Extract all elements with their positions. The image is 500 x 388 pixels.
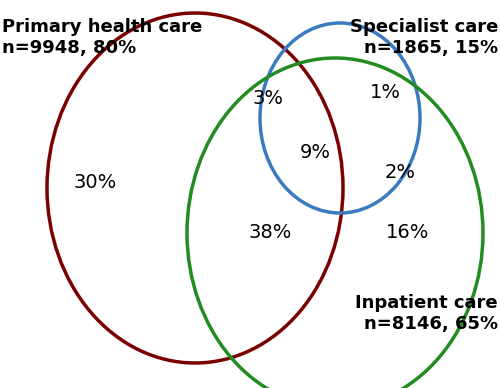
Text: Specialist care
n=1865, 15%: Specialist care n=1865, 15% (350, 18, 498, 57)
Text: 9%: 9% (300, 144, 330, 163)
Text: Primary health care
n=9948, 80%: Primary health care n=9948, 80% (2, 18, 202, 57)
Text: 16%: 16% (386, 223, 430, 242)
Text: 30%: 30% (74, 173, 116, 192)
Text: 38%: 38% (248, 223, 292, 242)
Text: 3%: 3% (252, 88, 284, 107)
Text: 1%: 1% (370, 83, 400, 102)
Text: Inpatient care
n=8146, 65%: Inpatient care n=8146, 65% (356, 294, 498, 333)
Text: 2%: 2% (384, 163, 416, 182)
